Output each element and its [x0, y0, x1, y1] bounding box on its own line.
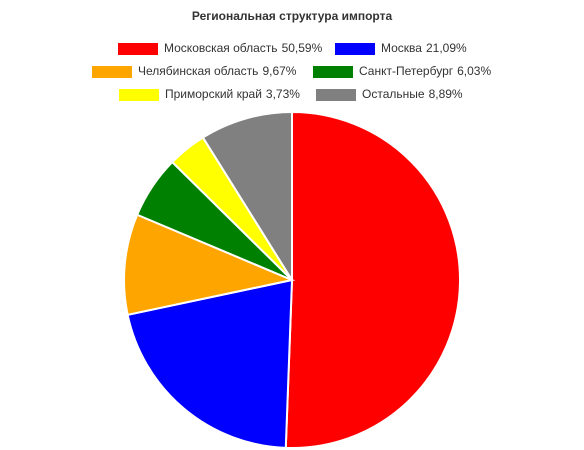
legend-value: 50,59%	[282, 41, 323, 55]
legend-name: Приморский край	[165, 87, 262, 101]
legend-label: Санкт-Петербург 6,03%	[359, 64, 491, 78]
legend-swatch	[335, 43, 375, 55]
legend-name: Москва	[381, 41, 422, 55]
legend-name: Челябинская область	[138, 64, 258, 78]
pie-slice	[126, 278, 294, 449]
legend-name: Санкт-Петербург	[359, 64, 454, 78]
legend-value: 6,03%	[457, 64, 491, 78]
legend-name: Остальные	[362, 87, 425, 101]
legend-value: 9,67%	[262, 64, 296, 78]
legend-name: Московская область	[164, 41, 278, 55]
chart-title: Региональная структура импорта	[192, 9, 393, 23]
legend-swatch	[119, 89, 159, 101]
legend-swatch	[313, 66, 353, 78]
legend-label: Московская область 50,59%	[164, 41, 323, 55]
legend-swatch	[92, 66, 132, 78]
legend-item: Московская область 50,59%	[118, 41, 323, 55]
legend-value: 8,89%	[429, 87, 463, 101]
pie-slice	[201, 110, 293, 284]
legend-label: Челябинская область 9,67%	[138, 64, 297, 78]
legend-item: Остальные 8,89%	[316, 87, 463, 101]
legend-label: Приморский край 3,73%	[165, 87, 300, 101]
legend-item: Челябинская область 9,67%	[92, 64, 297, 78]
legend-item: Москва 21,09%	[335, 41, 467, 55]
legend-swatch	[118, 43, 158, 55]
pie-slice	[123, 213, 296, 316]
legend-item: Приморский край 3,73%	[119, 87, 300, 101]
legend-label: Остальные 8,89%	[362, 87, 463, 101]
legend-label: Москва 21,09%	[381, 41, 467, 55]
pie-slice	[284, 110, 461, 449]
legend-item: Санкт-Петербург 6,03%	[313, 64, 491, 78]
legend-value: 3,73%	[266, 87, 300, 101]
legend-swatch	[316, 89, 356, 101]
legend-value: 21,09%	[426, 41, 467, 55]
